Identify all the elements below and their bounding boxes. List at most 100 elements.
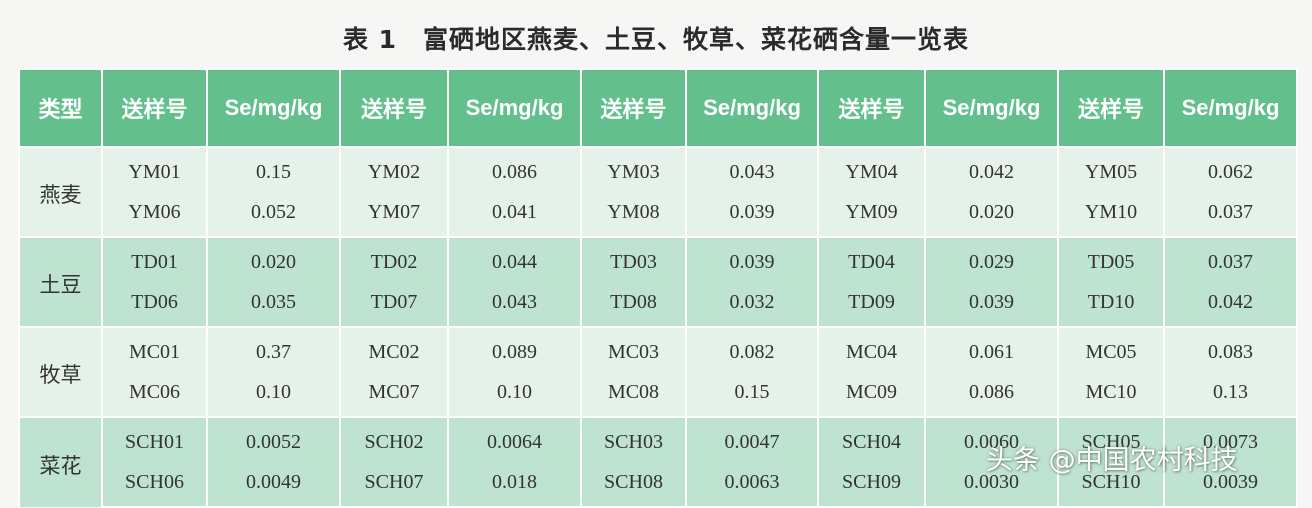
se-value-cell: 0.062 bbox=[1163, 146, 1298, 192]
sample-no-cell: MC05 bbox=[1057, 326, 1165, 372]
se-value-cell: 0.0047 bbox=[685, 416, 819, 462]
sample-no-cell: MC09 bbox=[817, 372, 926, 418]
sample-no-cell: MC03 bbox=[580, 326, 687, 372]
type-cell: 牧草 bbox=[18, 326, 103, 417]
se-value-cell: 0.37 bbox=[206, 326, 341, 372]
sample-no-cell: SCH03 bbox=[580, 416, 687, 462]
table-row: 菜花 SCH01 0.0052 SCH02 0.0064 SCH03 0.0047 SCH04… bbox=[18, 416, 1298, 507]
header-se-value: Se/mg/kg bbox=[685, 68, 819, 148]
sample-no-cell: SCH05 bbox=[1057, 416, 1165, 462]
se-value-cell: 0.0063 bbox=[685, 462, 819, 508]
table-title: 表 1 富硒地区燕麦、土豆、牧草、菜花硒含量一览表 bbox=[342, 25, 970, 54]
type-cell: 菜花 bbox=[18, 416, 103, 507]
se-value-cell: 0.039 bbox=[924, 282, 1059, 328]
se-value-cell: 0.043 bbox=[447, 282, 582, 328]
type-cell: 土豆 bbox=[18, 236, 103, 327]
sample-no-cell: SCH09 bbox=[817, 462, 926, 508]
se-value-cell: 0.042 bbox=[1163, 282, 1298, 328]
se-value-cell: 0.086 bbox=[447, 146, 582, 192]
se-value-cell: 0.041 bbox=[447, 192, 582, 238]
se-value-cell: 0.10 bbox=[206, 372, 341, 418]
se-value-cell: 0.043 bbox=[685, 146, 819, 192]
se-value-cell: 0.086 bbox=[924, 372, 1059, 418]
sample-no-cell: YM07 bbox=[339, 192, 449, 238]
se-value-cell: 0.020 bbox=[924, 192, 1059, 238]
se-value-cell: 0.10 bbox=[447, 372, 582, 418]
se-value-cell: 0.083 bbox=[1163, 326, 1298, 372]
se-value-cell: 0.029 bbox=[924, 236, 1059, 282]
sample-no-cell: TD08 bbox=[580, 282, 687, 328]
sample-no-cell: TD03 bbox=[580, 236, 687, 282]
se-value-cell: 0.052 bbox=[206, 192, 341, 238]
sample-no-cell: MC04 bbox=[817, 326, 926, 372]
selenium-content-table: 类型 送样号 Se/mg/kg 送样号 Se/mg/kg 送样号 Se/mg/kg 送样号 Se… bbox=[18, 68, 1298, 508]
table-row: 燕麦 YM01 0.15 YM02 0.086 YM03 0.043 YM04 0.042 YM0… bbox=[18, 146, 1298, 237]
sample-no-cell: MC02 bbox=[339, 326, 449, 372]
watermark-text: 头条 @中国农村科技 bbox=[986, 445, 1238, 476]
se-value-cell: 0.037 bbox=[1163, 192, 1298, 238]
header-sample-no: 送样号 bbox=[101, 68, 208, 148]
header-sample-no: 送样号 bbox=[339, 68, 449, 148]
sample-no-cell: MC10 bbox=[1057, 372, 1165, 418]
sample-no-cell: SCH04 bbox=[817, 416, 926, 462]
sample-no-cell: SCH08 bbox=[580, 462, 687, 508]
sample-no-cell: YM04 bbox=[817, 146, 926, 192]
se-value-cell: 0.042 bbox=[924, 146, 1059, 192]
se-value-cell: 0.061 bbox=[924, 326, 1059, 372]
se-value-cell: 0.089 bbox=[447, 326, 582, 372]
sample-no-cell: YM10 bbox=[1057, 192, 1165, 238]
sample-no-cell: TD09 bbox=[817, 282, 926, 328]
sample-no-cell: TD02 bbox=[339, 236, 449, 282]
sample-no-cell: TD10 bbox=[1057, 282, 1165, 328]
sample-no-cell: MC06 bbox=[101, 372, 208, 418]
sample-no-cell: SCH06 bbox=[101, 462, 208, 508]
sample-no-cell: TD06 bbox=[101, 282, 208, 328]
sample-no-cell: YM05 bbox=[1057, 146, 1165, 192]
se-value-cell: 0.0052 bbox=[206, 416, 341, 462]
se-value-cell: 0.0073 bbox=[1163, 416, 1298, 462]
sample-no-cell: YM08 bbox=[580, 192, 687, 238]
sample-no-cell: TD04 bbox=[817, 236, 926, 282]
sample-no-cell: MC01 bbox=[101, 326, 208, 372]
sample-no-cell: YM06 bbox=[101, 192, 208, 238]
se-value-cell: 0.039 bbox=[685, 192, 819, 238]
sample-no-cell: MC07 bbox=[339, 372, 449, 418]
se-value-cell: 0.039 bbox=[685, 236, 819, 282]
table-row: 牧草 MC01 0.37 MC02 0.089 MC03 0.082 MC04 0.061 MC0… bbox=[18, 326, 1298, 417]
sample-no-cell: TD01 bbox=[101, 236, 208, 282]
table-row: TD06 0.035 TD07 0.043 TD08 0.032 TD09 0.039 TD10… bbox=[19, 282, 1298, 328]
se-value-cell: 0.018 bbox=[447, 462, 582, 508]
sample-no-cell: SCH02 bbox=[339, 416, 449, 462]
table-row: 土豆 TD01 0.020 TD02 0.044 TD03 0.039 TD04 0.029 TD… bbox=[18, 236, 1298, 327]
header-sample-no: 送样号 bbox=[817, 68, 926, 148]
se-value-cell: 0.0049 bbox=[206, 462, 341, 508]
se-value-cell: 0.13 bbox=[1163, 372, 1298, 418]
table-header-row: 类型 送样号 Se/mg/kg 送样号 Se/mg/kg 送样号 Se/mg/kg 送样号 Se… bbox=[18, 68, 1298, 148]
se-value-cell: 0.032 bbox=[685, 282, 819, 328]
sample-no-cell: SCH01 bbox=[101, 416, 208, 462]
se-value-cell: 0.020 bbox=[206, 236, 341, 282]
header-se-value: Se/mg/kg bbox=[206, 68, 341, 148]
header-se-value: Se/mg/kg bbox=[924, 68, 1059, 148]
se-value-cell: 0.0060 bbox=[924, 416, 1059, 462]
header-se-value: Se/mg/kg bbox=[447, 68, 582, 148]
table-row: YM06 0.052 YM07 0.041 YM08 0.039 YM09 0.020 YM10… bbox=[19, 192, 1298, 238]
se-value-cell: 0.15 bbox=[206, 146, 341, 192]
sample-no-cell: YM02 bbox=[339, 146, 449, 192]
header-se-value: Se/mg/kg bbox=[1163, 68, 1298, 148]
se-value-cell: 0.035 bbox=[206, 282, 341, 328]
se-value-cell: 0.037 bbox=[1163, 236, 1298, 282]
header-type: 类型 bbox=[18, 68, 103, 148]
sample-no-cell: SCH07 bbox=[339, 462, 449, 508]
se-value-cell: 0.15 bbox=[685, 372, 819, 418]
header-sample-no: 送样号 bbox=[580, 68, 687, 148]
se-value-cell: 0.0064 bbox=[447, 416, 582, 462]
header-sample-no: 送样号 bbox=[1057, 68, 1165, 148]
sample-no-cell: YM01 bbox=[101, 146, 208, 192]
sample-no-cell: YM09 bbox=[817, 192, 926, 238]
type-cell: 燕麦 bbox=[18, 146, 103, 237]
sample-no-cell: MC08 bbox=[580, 372, 687, 418]
table-row: MC06 0.10 MC07 0.10 MC08 0.15 MC09 0.086 MC10 0.1… bbox=[19, 372, 1298, 418]
sample-no-cell: TD07 bbox=[339, 282, 449, 328]
sample-no-cell: YM03 bbox=[580, 146, 687, 192]
